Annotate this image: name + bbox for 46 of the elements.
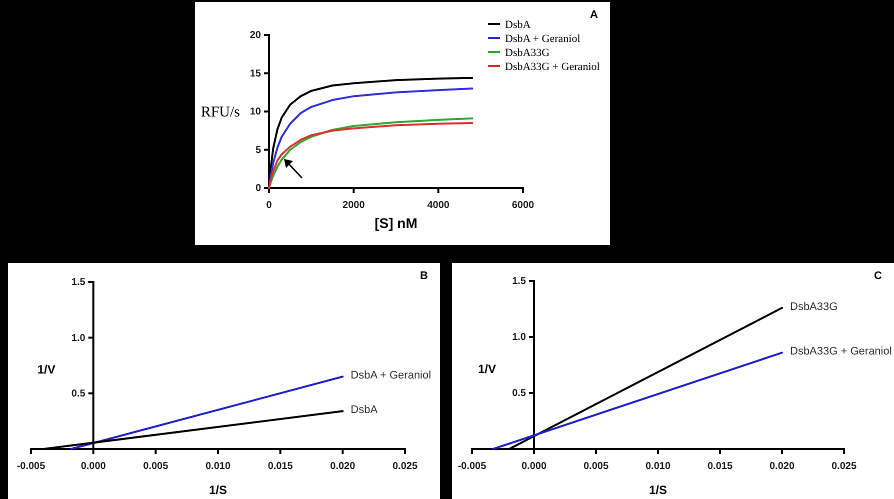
x-tick-label: 0.000 <box>80 461 106 472</box>
x-tick-label: 6000 <box>512 200 535 211</box>
x-tick-label: 0.015 <box>707 461 733 472</box>
y-tick-label: 5 <box>255 144 262 156</box>
x-axis-title: [S] nM <box>374 215 418 231</box>
x-tick-label: 0 <box>266 200 272 211</box>
y-tick-label: 15 <box>250 68 262 80</box>
legend-label: DsbA33G <box>505 47 550 59</box>
legend-label: DsbA <box>505 19 531 31</box>
series-label: DsbA33G + Geraniol <box>790 346 892 358</box>
legend-label: DsbA + Geraniol <box>505 33 580 45</box>
x-tick-label: 4000 <box>427 200 450 211</box>
text: A <box>590 9 598 21</box>
text: B <box>420 270 428 282</box>
y-tick-label: 0.5 <box>71 388 86 400</box>
x-tick-label: 0.025 <box>831 461 857 472</box>
y-axis-title: RFU/s <box>200 104 240 120</box>
x-axis-title: 1/S <box>648 483 668 497</box>
x-tick-label: 0.020 <box>330 461 356 472</box>
x-tick-label: 2000 <box>342 200 366 211</box>
x-tick-label: -0.005 <box>458 461 487 472</box>
x-tick-label: 0.020 <box>769 461 795 472</box>
text: C <box>874 270 882 282</box>
y-tick-label: 0 <box>255 183 262 194</box>
y-tick-label: 1.0 <box>71 332 86 344</box>
x-tick-label: -0.005 <box>16 461 46 472</box>
x-tick-label: 0.005 <box>583 461 609 472</box>
x-tick-label: 0.000 <box>521 461 547 472</box>
y-axis-title: 1/V <box>37 362 56 376</box>
y-axis-title: 1/V <box>478 362 496 376</box>
y-tick-label: 1.5 <box>512 276 526 288</box>
x-tick-label: 0.010 <box>645 461 671 472</box>
x-axis-title: 1/S <box>208 483 228 497</box>
x-tick-label: 0.010 <box>205 461 231 472</box>
y-tick-label: 1.0 <box>512 332 526 344</box>
y-tick-label: 20 <box>250 30 262 42</box>
y-tick-label: 1.5 <box>71 277 86 288</box>
series-label: DsbA33G <box>790 300 838 313</box>
legend-label: DsbA33G + Geraniol <box>505 61 600 73</box>
y-tick-label: 10 <box>250 106 262 118</box>
series-label: DsbA <box>350 404 378 416</box>
x-tick-label: 0.005 <box>143 461 169 472</box>
x-tick-label: 0.025 <box>392 461 418 472</box>
series-label: DsbA + Geraniol <box>350 370 432 382</box>
y-tick-label: 0.5 <box>512 388 526 400</box>
x-tick-label: 0.015 <box>268 461 294 472</box>
